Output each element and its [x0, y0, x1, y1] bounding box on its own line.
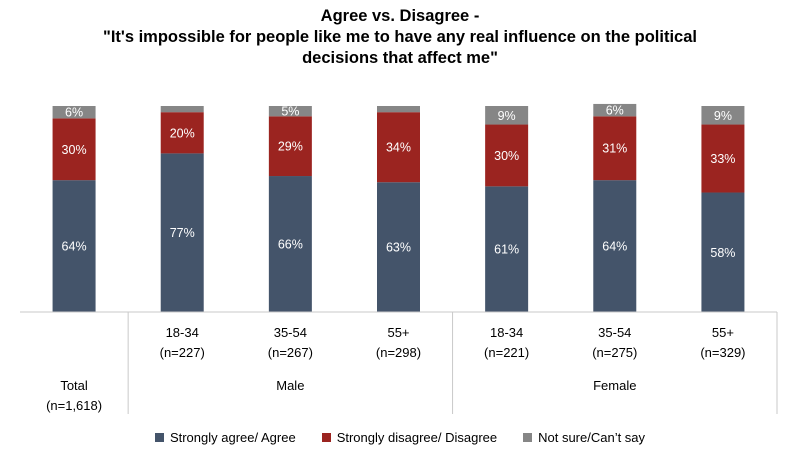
legend-swatch-not-sure: [523, 433, 533, 442]
tick-label-3: 18-34: [490, 325, 523, 340]
bar-segment-0-4: [485, 186, 529, 312]
bar-segment-2-2: [268, 106, 312, 117]
bar-label-0-3: 63%: [386, 241, 411, 255]
bar-label-1-1: 20%: [170, 126, 195, 140]
tick-n-label-2: (n=298): [376, 345, 421, 360]
bar-segment-2-1: [160, 106, 204, 113]
bar-segment-0-1: [160, 153, 204, 312]
chart-legend: Strongly agree/ Agree Strongly disagree/…: [0, 430, 800, 445]
chart-title-line-3: decisions that affect me": [302, 49, 498, 67]
chart-title-line-2: "It's impossible for people like me to h…: [103, 28, 697, 46]
tick-n-label-3: (n=221): [484, 345, 529, 360]
bar-label-2-5: 6%: [606, 104, 624, 118]
bar-segment-2-5: [593, 103, 637, 117]
bar-label-0-4: 61%: [494, 243, 519, 257]
bar-label-1-0: 30%: [62, 143, 87, 157]
bar-label-2-2: 5%: [281, 105, 299, 119]
bar-label-1-2: 29%: [278, 140, 303, 154]
bar-label-2-4: 9%: [498, 109, 516, 123]
group-label-female: Female: [593, 378, 636, 393]
bar-segment-2-3: [377, 106, 420, 113]
bar-label-0-6: 58%: [710, 246, 735, 260]
legend-label-agree: Strongly agree/ Agree: [169, 430, 296, 445]
legend-item-not-sure: Not sure/Can’t say: [523, 430, 645, 445]
bar-label-0-0: 64%: [62, 240, 87, 254]
bar-segment-1-5: [593, 116, 637, 181]
tick-n-label-1: (n=267): [268, 345, 313, 360]
bar-label-1-5: 31%: [602, 142, 627, 156]
bar-label-0-5: 64%: [602, 240, 627, 254]
tick-label-total: Total: [60, 378, 88, 393]
bar-segment-0-2: [268, 176, 312, 312]
legend-swatch-agree: [154, 433, 164, 442]
bar-segment-2-0: [52, 106, 96, 119]
bar-segment-2-6: [701, 106, 745, 125]
tick-label-1: 35-54: [274, 325, 307, 340]
tick-n-label-0: (n=227): [160, 345, 205, 360]
bar-label-1-4: 30%: [494, 149, 519, 163]
bar-segment-0-6: [701, 192, 745, 312]
legend-item-agree: Strongly agree/ Agree: [154, 430, 296, 445]
bar-label-0-1: 77%: [170, 226, 195, 240]
bar-segment-0-5: [593, 180, 637, 312]
bar-segment-1-4: [485, 124, 529, 187]
chart-title: Agree vs. Disagree - "It's impossible fo…: [0, 6, 800, 69]
bar-label-2-0: 6%: [65, 106, 83, 120]
tick-n-label-4: (n=275): [592, 345, 637, 360]
tick-label-0: 18-34: [166, 325, 199, 340]
group-label-male: Male: [276, 378, 304, 393]
tick-label-5: 55+: [712, 325, 734, 340]
legend-label-not-sure: Not sure/Can’t say: [538, 430, 646, 445]
bar-segment-0-3: [377, 182, 420, 312]
legend-label-disagree: Strongly disagree/ Disagree: [336, 430, 498, 445]
bar-segment-1-0: [52, 118, 96, 181]
bar-segment-0-0: [52, 180, 96, 312]
tick-n-label-5: (n=329): [700, 345, 745, 360]
bar-segment-2-4: [485, 106, 529, 125]
chart-title-line-1: Agree vs. Disagree -: [320, 7, 480, 25]
bar-label-2-6: 9%: [714, 109, 732, 123]
bar-segment-1-6: [701, 124, 745, 193]
bar-label-0-2: 66%: [278, 238, 303, 252]
tick-label-4: 35-54: [598, 325, 631, 340]
bar-segment-1-2: [268, 116, 312, 177]
tick-label-2: 55+: [387, 325, 409, 340]
legend-item-disagree: Strongly disagree/ Disagree: [321, 430, 498, 445]
bar-segment-1-1: [160, 112, 204, 154]
tick-n-label-total: (n=1,618): [46, 398, 102, 413]
bar-label-1-6: 33%: [710, 152, 735, 166]
bar-segment-1-3: [377, 112, 420, 183]
legend-swatch-disagree: [321, 433, 331, 442]
bar-label-1-3: 34%: [386, 141, 411, 155]
